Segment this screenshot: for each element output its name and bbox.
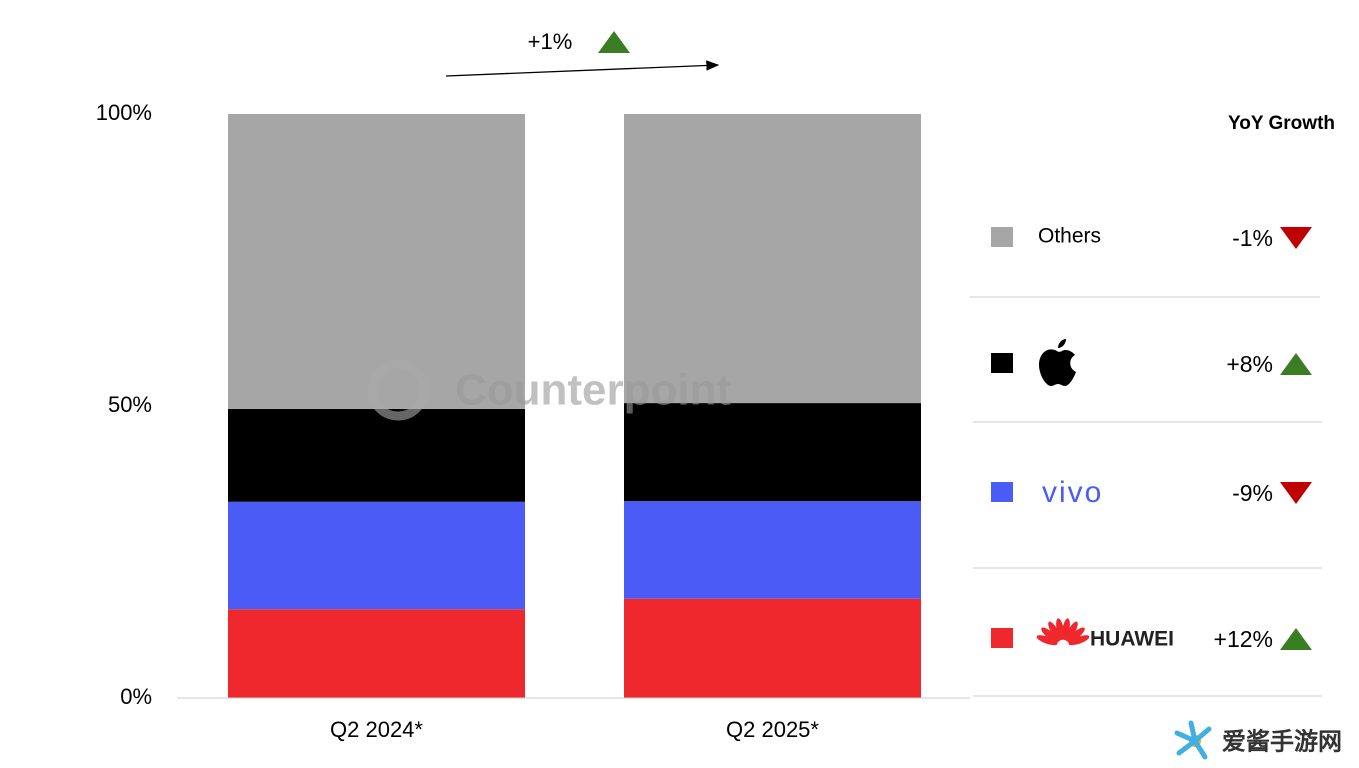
legend-label: vivo bbox=[1042, 476, 1103, 509]
bar-segment bbox=[228, 501, 525, 610]
huawei-petal bbox=[1036, 635, 1058, 646]
x-tick-label: Q2 2024* bbox=[330, 717, 423, 742]
y-tick-label: 50% bbox=[108, 392, 152, 417]
bar-segment bbox=[624, 501, 921, 599]
watermark: Counterpoint bbox=[455, 366, 732, 415]
bar-segment bbox=[624, 114, 921, 404]
growth-arrow bbox=[1280, 353, 1312, 375]
y-tick-label: 100% bbox=[96, 100, 152, 125]
huawei-petal bbox=[1041, 627, 1059, 643]
huawei-petal bbox=[1065, 621, 1078, 641]
x-tick-label: Q2 2025* bbox=[726, 717, 819, 742]
growth-label: +8% bbox=[1226, 351, 1273, 377]
bar-segment bbox=[228, 114, 525, 409]
legend-swatch bbox=[991, 482, 1013, 502]
huawei-logo bbox=[1036, 618, 1090, 646]
site-logo bbox=[1174, 720, 1212, 760]
huawei-petal bbox=[1068, 635, 1090, 646]
apple-logo bbox=[1039, 339, 1076, 386]
growth-arrow bbox=[445, 60, 720, 77]
watermark-logo bbox=[367, 359, 429, 421]
growth-arrow bbox=[1280, 482, 1312, 504]
y-tick-label: 0% bbox=[120, 684, 152, 709]
bar-segment bbox=[624, 403, 921, 502]
legend-separators bbox=[970, 296, 1322, 697]
legend-swatch bbox=[991, 353, 1013, 373]
growth-arrow bbox=[1280, 628, 1312, 650]
legend-swatch bbox=[991, 227, 1013, 247]
total-growth-arrow bbox=[598, 31, 630, 53]
bar-segment bbox=[228, 609, 525, 698]
total-growth-label: +1% bbox=[528, 29, 573, 54]
legend-swatch bbox=[991, 628, 1013, 648]
growth-arrow bbox=[1280, 227, 1312, 249]
growth-label: +12% bbox=[1214, 626, 1273, 652]
bar-segment bbox=[228, 408, 525, 502]
growth-header: YoY Growth bbox=[1228, 113, 1335, 134]
huawei-petal bbox=[1048, 621, 1061, 641]
legend-label: HUAWEI bbox=[1090, 628, 1174, 651]
growth-label: -1% bbox=[1232, 225, 1273, 251]
bar-segment bbox=[624, 598, 921, 698]
growth-label: -9% bbox=[1232, 480, 1273, 506]
site-watermark: 爱酱手游网 bbox=[1222, 727, 1342, 755]
huawei-petal bbox=[1056, 618, 1064, 641]
legend-label: Others bbox=[1038, 225, 1101, 248]
huawei-petal bbox=[1067, 627, 1085, 643]
